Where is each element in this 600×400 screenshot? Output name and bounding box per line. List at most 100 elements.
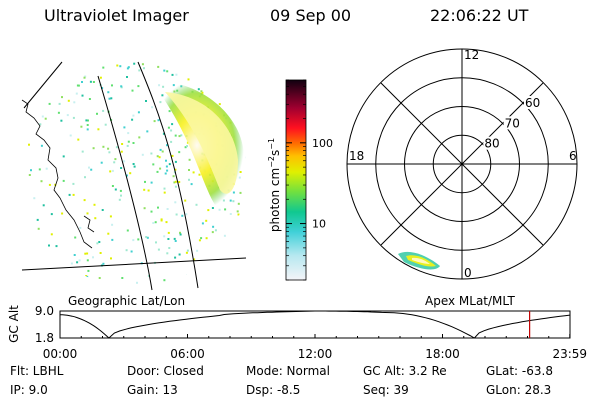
speckle	[119, 189, 122, 192]
speckle	[40, 180, 43, 183]
colorbar-label: photon cm−2s−1	[267, 138, 282, 232]
speckle	[39, 123, 42, 126]
polar-label-bg	[503, 116, 522, 130]
speckle	[214, 229, 217, 232]
speckle	[132, 163, 135, 165]
speckle	[86, 252, 89, 255]
speckle	[42, 204, 45, 207]
speckle	[164, 172, 167, 175]
ip-info: IP: 9.0	[10, 383, 48, 397]
speckle	[145, 236, 148, 238]
speckle	[73, 254, 76, 256]
speckle	[108, 97, 111, 100]
speckle	[101, 87, 104, 89]
speckle	[57, 111, 60, 114]
speckle	[66, 114, 69, 117]
speckle	[68, 193, 71, 196]
speckle	[146, 130, 149, 133]
speckle	[84, 252, 87, 255]
speckle	[195, 203, 198, 206]
speckle	[207, 209, 210, 212]
speckle	[48, 183, 51, 186]
speckle	[126, 174, 128, 177]
speckle	[92, 81, 95, 83]
colorbar-tick-label: 10	[312, 218, 326, 231]
speckle	[100, 161, 103, 164]
speckle	[168, 247, 171, 249]
speckle	[30, 169, 32, 172]
flt-info: Flt: LBHL	[10, 364, 64, 378]
speckle	[211, 207, 214, 209]
speckle	[157, 248, 160, 251]
speckle	[174, 168, 177, 171]
speckle	[150, 152, 153, 155]
speckle	[152, 222, 155, 224]
speckle	[108, 151, 111, 154]
speckle	[62, 155, 65, 158]
speckle	[166, 144, 168, 147]
speckle	[79, 226, 82, 229]
speckle	[165, 159, 167, 162]
right-panel-label: Apex MLat/MLT	[425, 294, 515, 308]
speckle	[33, 197, 36, 200]
y-tick-label: 1.8	[35, 331, 54, 345]
speckle	[126, 67, 129, 70]
speckle	[162, 132, 165, 135]
speckle	[93, 203, 96, 206]
speckle	[109, 170, 112, 173]
speckle	[218, 103, 221, 106]
speckle	[50, 213, 53, 216]
speckle	[190, 183, 193, 186]
speckle	[201, 222, 204, 225]
polar-mlat-label: 80	[484, 137, 499, 151]
speckle	[178, 135, 181, 138]
speckle	[174, 134, 177, 137]
altitude-plot: 00:00 06:00 12:00 18:00 23:59 9.0 1.8 GC Alt	[7, 304, 587, 361]
speckle	[178, 253, 181, 256]
speckle	[92, 147, 95, 150]
speckle	[130, 250, 133, 253]
speckle	[86, 275, 89, 278]
speckle	[174, 240, 177, 242]
speckle	[62, 179, 65, 182]
speckle	[161, 150, 164, 153]
speckle	[200, 237, 203, 240]
speckle	[83, 199, 86, 202]
speckle	[165, 221, 168, 224]
speckle	[144, 180, 146, 183]
speckle	[107, 91, 110, 94]
speckle	[178, 151, 181, 154]
globe-image	[28, 62, 247, 284]
speckle	[50, 233, 53, 236]
speckle	[77, 138, 80, 141]
polar-mlt-label: 12	[464, 48, 479, 62]
speckle	[114, 188, 117, 191]
speckle	[156, 155, 159, 158]
speckle	[114, 158, 117, 161]
speckle	[126, 229, 129, 232]
speckle	[61, 212, 64, 215]
speckle	[171, 154, 174, 157]
colorbar-tick-label: 100	[312, 137, 333, 150]
speckle	[136, 281, 138, 284]
speckle	[78, 259, 81, 262]
speckle	[48, 102, 51, 105]
polar-mlt-label: 6	[569, 149, 577, 163]
speckle	[163, 235, 166, 238]
speckle	[84, 75, 87, 78]
speckle	[107, 147, 110, 150]
speckle	[157, 206, 159, 209]
speckle	[166, 169, 169, 172]
speckle	[102, 145, 105, 148]
dsp-info: Dsp: -8.5	[246, 383, 301, 397]
speckle	[60, 119, 63, 122]
speckle	[205, 237, 208, 240]
gcalt-info: GC Alt: 3.2 Re	[363, 364, 447, 378]
speckle	[72, 182, 75, 185]
speckle	[76, 84, 79, 87]
speckle	[87, 269, 90, 272]
speckle	[175, 73, 178, 76]
speckle	[192, 171, 195, 174]
speckle	[90, 168, 93, 171]
speckle	[239, 191, 242, 194]
